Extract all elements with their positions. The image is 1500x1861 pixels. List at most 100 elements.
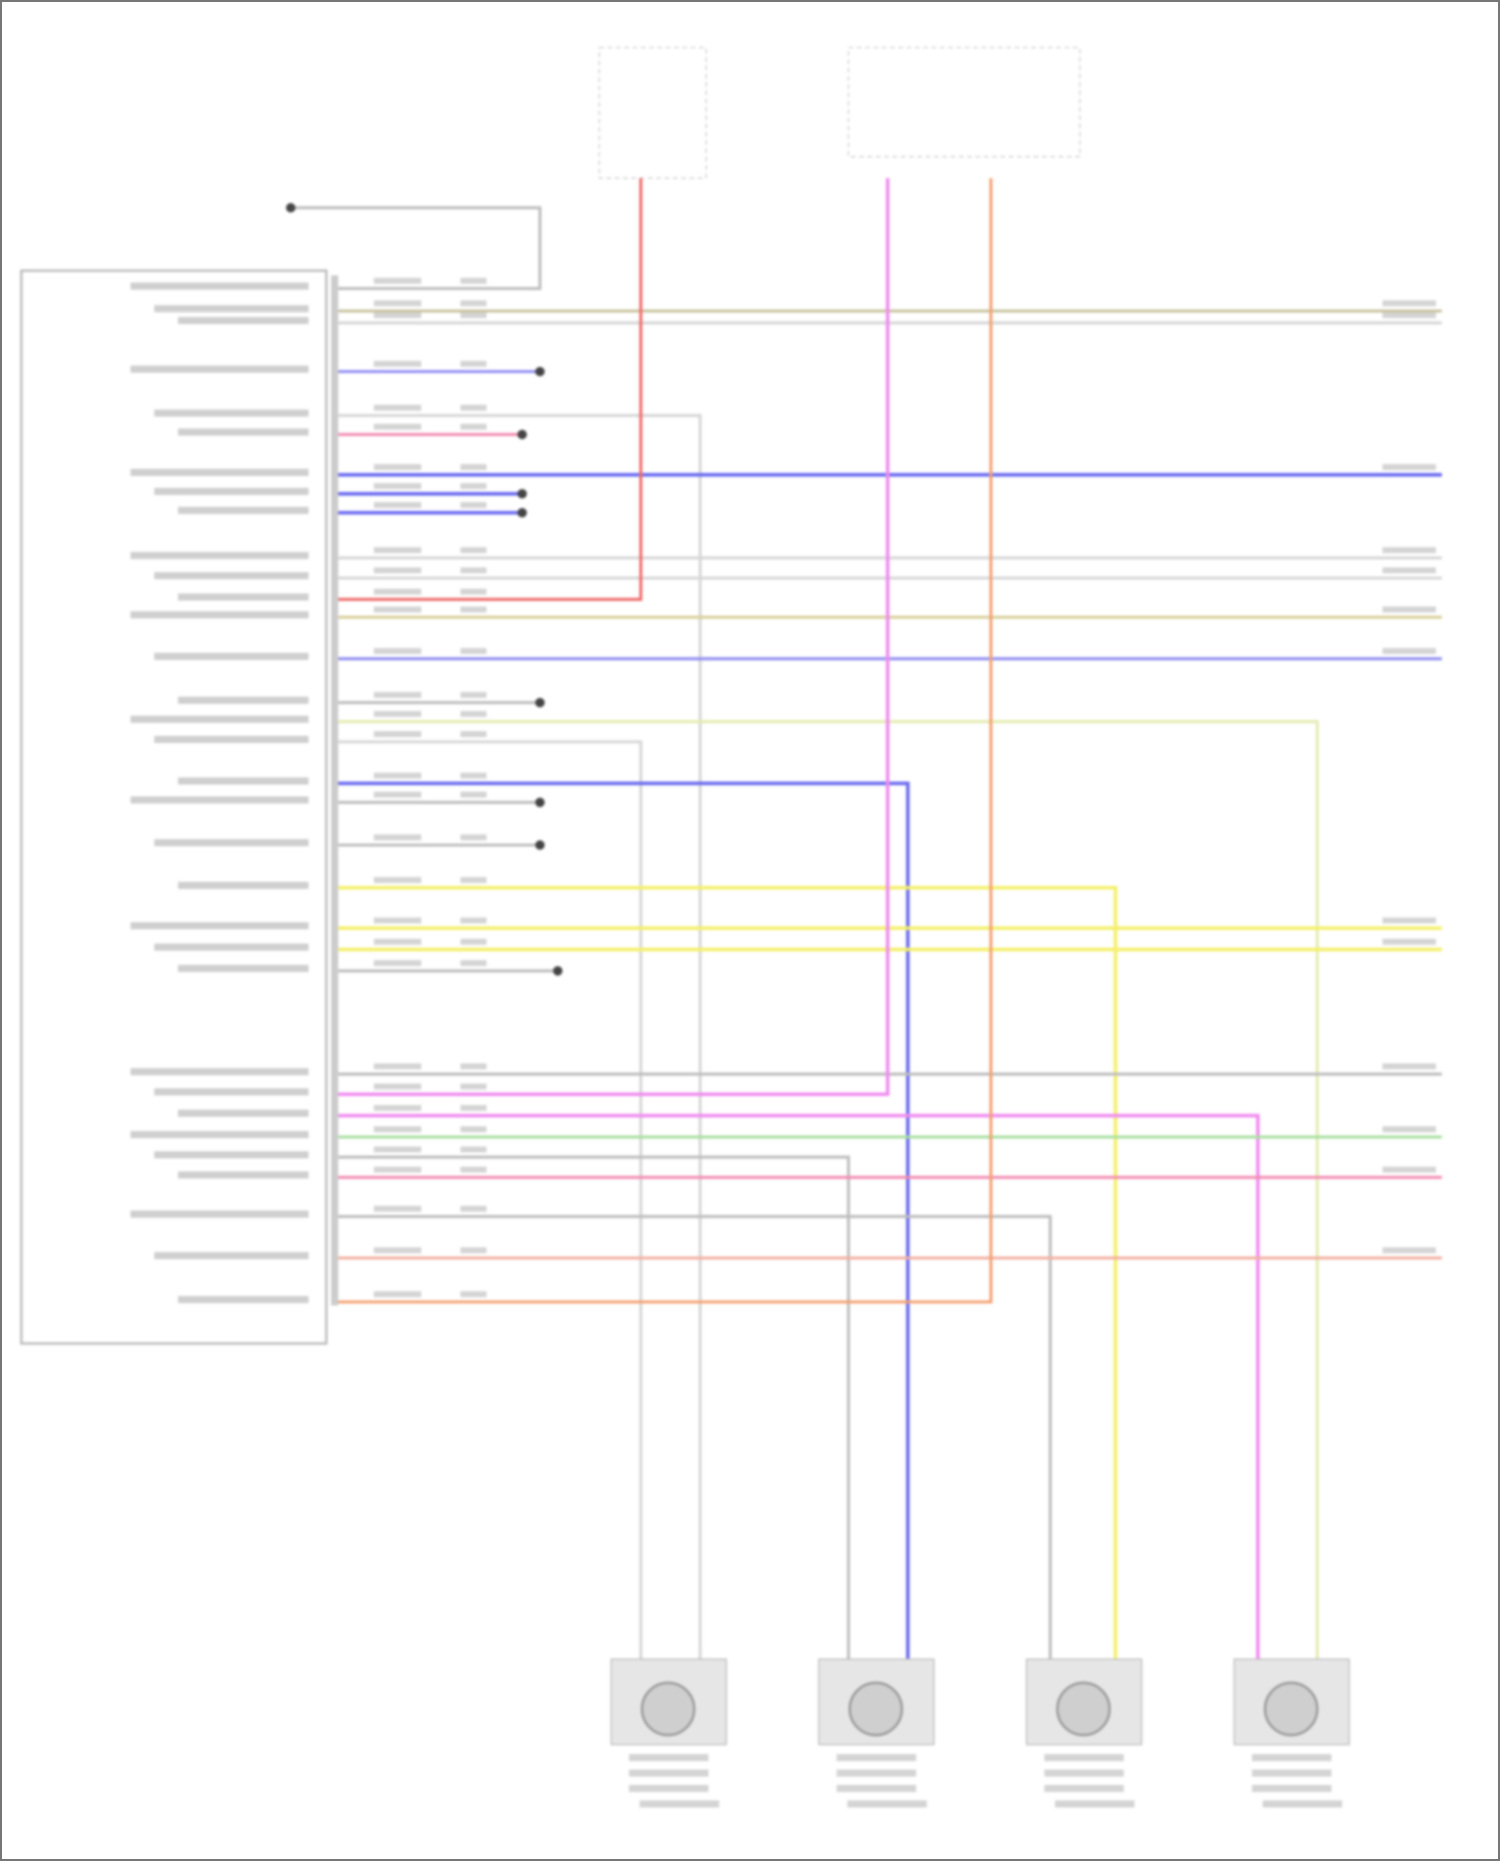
pin-label: [154, 652, 309, 660]
circuit-number: [460, 404, 487, 411]
wire-end-label: [1382, 1166, 1436, 1173]
wire-color-code: [373, 938, 422, 945]
pin-label: [154, 943, 309, 951]
pin-label: [154, 1252, 309, 1260]
wire-color-code: [373, 791, 422, 798]
wire-end-label: [1382, 312, 1436, 319]
sensor-icon: [1263, 1681, 1319, 1737]
wire-color-code: [373, 1104, 422, 1111]
splice-dot: [285, 203, 296, 213]
sensor-icon: [1056, 1681, 1111, 1737]
circuit-number: [460, 1247, 487, 1254]
wire-18: [338, 781, 910, 1662]
pin-label: [130, 922, 309, 930]
wire-5: [338, 413, 702, 1662]
circuit-number: [460, 300, 487, 307]
wire-color-code: [373, 877, 422, 884]
wire-1: [290, 206, 542, 290]
pin-label: [178, 696, 309, 704]
pin-label: [178, 881, 309, 889]
wheel-speed-sensor: [818, 1658, 935, 1808]
wire-color-code: [373, 567, 422, 574]
circuit-number: [460, 1291, 487, 1298]
circuit-number: [460, 277, 487, 284]
pin-label: [130, 715, 309, 723]
circuit-number: [460, 464, 487, 471]
pin-label: [154, 735, 309, 743]
wire-color-code: [373, 1205, 422, 1212]
circuit-number: [460, 483, 487, 490]
wire-12: [338, 178, 643, 601]
pin-label: [130, 1131, 309, 1139]
wire-color-code: [373, 1083, 422, 1090]
pin-label: [130, 1210, 309, 1218]
wire-color-code: [373, 547, 422, 554]
wire-27: [338, 1113, 1260, 1662]
fuse-box-left: [598, 46, 707, 179]
splice-dot: [535, 797, 545, 808]
circuit-number: [460, 502, 487, 509]
pin-label: [178, 506, 309, 514]
pin-label: [130, 611, 309, 619]
pin-label: [178, 1296, 309, 1304]
wire-color-code: [373, 1146, 422, 1153]
wire-color-code: [373, 710, 422, 717]
circuit-number: [460, 1083, 487, 1090]
wheel-speed-sensor: [1025, 1658, 1143, 1808]
pin-label: [130, 282, 309, 290]
wire-end-label: [1382, 1126, 1436, 1133]
wire-color-code: [373, 1291, 422, 1298]
wire-17: [338, 740, 643, 1662]
pin-label: [154, 572, 309, 580]
wire-end-label: [1382, 547, 1436, 554]
wire-16: [338, 720, 1319, 1662]
pin-label: [178, 1171, 309, 1179]
circuit-number: [460, 567, 487, 574]
wire-end-label: [1382, 938, 1436, 945]
splice-dot: [535, 840, 545, 850]
wire-end-label: [1382, 1247, 1436, 1254]
circuit-number: [460, 360, 487, 367]
pin-label: [130, 1068, 309, 1076]
wire-33: [338, 178, 993, 1304]
pin-label: [178, 316, 309, 325]
pin-label: [154, 1151, 309, 1159]
wire-color-code: [373, 423, 422, 430]
wire-color-code: [373, 834, 422, 841]
wire-26: [338, 178, 890, 1097]
splice-dot: [517, 508, 527, 518]
wire-color-code: [373, 588, 422, 595]
wheel-speed-sensor: [610, 1658, 727, 1808]
wire-color-code: [373, 960, 422, 967]
wire-end-label: [1382, 648, 1436, 654]
wire-color-code: [373, 731, 422, 738]
wire-color-code: [373, 917, 422, 924]
circuit-number: [460, 938, 487, 945]
wire-color-code: [373, 483, 422, 490]
circuit-number: [460, 1166, 487, 1173]
pin-label: [154, 409, 309, 417]
pin-label: [178, 777, 309, 785]
circuit-number: [460, 588, 487, 595]
pin-label: [154, 305, 309, 313]
wire-color-code: [373, 502, 422, 509]
splice-dot: [535, 697, 545, 708]
circuit-number: [460, 917, 487, 924]
circuit-number: [460, 877, 487, 884]
wire-color-code: [373, 1126, 422, 1133]
pin-label: [154, 487, 309, 495]
wire-end-label: [1382, 567, 1436, 574]
pin-label: [130, 551, 309, 560]
wire-end-label: [1382, 300, 1436, 307]
pin-label: [178, 428, 309, 436]
wire-color-code: [373, 606, 422, 613]
circuit-number: [460, 312, 487, 319]
wire-color-code: [373, 648, 422, 654]
pin-label: [130, 468, 309, 476]
fuse-box-right: [847, 46, 1081, 158]
wire-31: [338, 1215, 1052, 1662]
pin-label: [178, 593, 309, 601]
circuit-number: [460, 1063, 487, 1070]
control-module: [20, 269, 328, 1345]
